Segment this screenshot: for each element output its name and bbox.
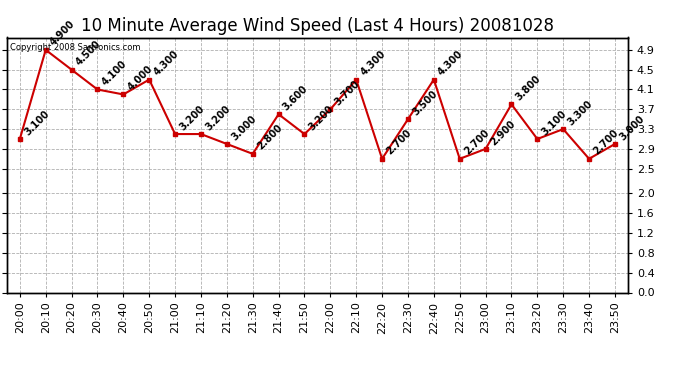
Text: 3.000: 3.000 — [229, 113, 258, 142]
Text: 2.700: 2.700 — [462, 128, 491, 157]
Text: 3.200: 3.200 — [307, 103, 336, 132]
Text: 3.200: 3.200 — [204, 103, 233, 132]
Text: 4.300: 4.300 — [152, 49, 181, 78]
Text: Copyright 2008 Sartronics.com: Copyright 2008 Sartronics.com — [10, 43, 141, 52]
Text: 3.600: 3.600 — [281, 84, 310, 112]
Text: 3.700: 3.700 — [333, 78, 362, 107]
Text: 3.200: 3.200 — [177, 103, 206, 132]
Text: 4.300: 4.300 — [437, 49, 465, 78]
Title: 10 Minute Average Wind Speed (Last 4 Hours) 20081028: 10 Minute Average Wind Speed (Last 4 Hou… — [81, 16, 554, 34]
Text: 2.700: 2.700 — [385, 128, 413, 157]
Text: 2.800: 2.800 — [255, 123, 284, 152]
Text: 4.100: 4.100 — [100, 59, 129, 87]
Text: 4.900: 4.900 — [48, 19, 77, 48]
Text: 4.000: 4.000 — [126, 64, 155, 93]
Text: 3.100: 3.100 — [22, 108, 51, 137]
Text: 3.500: 3.500 — [411, 88, 440, 117]
Text: 3.800: 3.800 — [514, 74, 543, 102]
Text: 4.300: 4.300 — [359, 49, 388, 78]
Text: 3.300: 3.300 — [566, 98, 595, 127]
Text: 4.500: 4.500 — [75, 39, 103, 68]
Text: 2.900: 2.900 — [489, 118, 517, 147]
Text: 3.100: 3.100 — [540, 108, 569, 137]
Text: 2.700: 2.700 — [592, 128, 620, 157]
Text: 3.000: 3.000 — [618, 113, 647, 142]
